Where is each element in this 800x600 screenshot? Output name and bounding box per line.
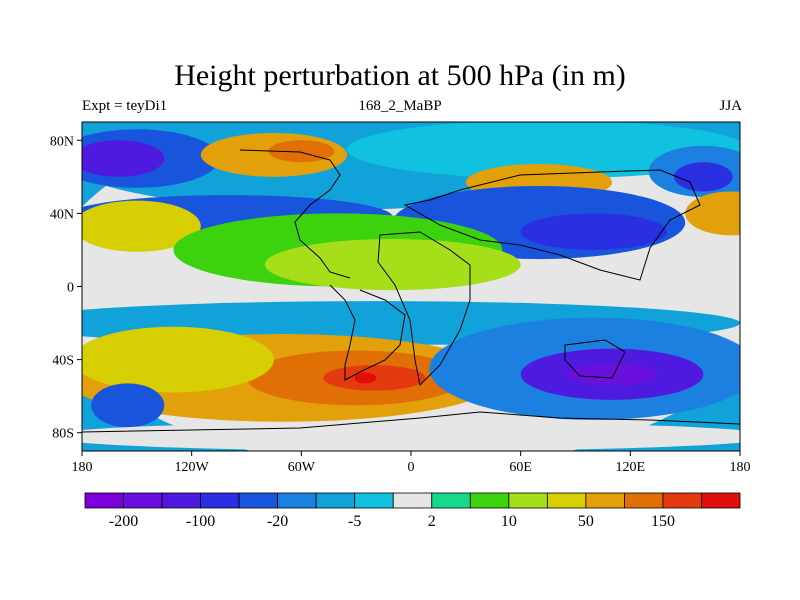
colorbar-box xyxy=(392,492,433,509)
coastline-eurasia xyxy=(403,169,701,281)
field-region-27 xyxy=(82,421,740,451)
field-region-6 xyxy=(347,122,740,179)
field-region-22 xyxy=(82,326,274,393)
colorbar-box xyxy=(200,492,240,509)
lon-tick-label: 0 xyxy=(408,460,415,475)
colorbar-box xyxy=(662,492,702,509)
colorbar-box xyxy=(277,492,317,509)
coastline-africa xyxy=(377,231,471,387)
lat-tick-label: 80N xyxy=(50,134,74,149)
coastline-antarctica xyxy=(82,411,740,433)
colorbar-label: -5 xyxy=(348,513,361,530)
colorbar-label: -20 xyxy=(267,513,288,530)
colorbar-box xyxy=(315,492,356,509)
axis-ticks: 80N 40N 0 40S 80S 180 120W 60W 0 60E 120E 180 xyxy=(50,134,751,475)
colorbar-label: 10 xyxy=(501,513,517,530)
colorbar-box xyxy=(546,492,587,509)
map-title: Height perturbation at 500 hPa (in m) xyxy=(174,59,626,92)
lon-tick-label: 60E xyxy=(509,460,532,475)
coastlines xyxy=(82,149,740,433)
experiment-label: Expt = teyDi1 xyxy=(82,98,168,114)
colorbar-box xyxy=(431,492,471,509)
lon-tick-label: 60W xyxy=(288,460,316,475)
colorbar-label: -100 xyxy=(186,513,215,530)
field-region-3 xyxy=(82,140,165,177)
colorbar-box xyxy=(123,492,163,509)
lat-tick-label: 0 xyxy=(67,281,74,296)
lon-tick-label: 180 xyxy=(730,460,751,475)
colorbar-box xyxy=(701,492,741,509)
lat-tick-label: 40N xyxy=(50,207,74,222)
colorbar-box xyxy=(161,492,201,509)
field-region-14 xyxy=(520,213,667,250)
colorbar-box xyxy=(585,492,625,509)
field-region-11 xyxy=(82,200,201,252)
lon-tick-label: 120E xyxy=(616,460,646,475)
colorbar-box xyxy=(238,492,279,509)
colorbar-box xyxy=(624,492,664,509)
coastline-australia xyxy=(564,339,626,379)
colorbar-box xyxy=(469,492,510,509)
colorbar-box xyxy=(84,492,124,509)
lat-tick-label: 80S xyxy=(52,427,74,442)
case-label: 168_2_MaBP xyxy=(358,98,442,114)
height-field xyxy=(82,122,740,451)
field-region-9 xyxy=(674,162,733,192)
field-region-21 xyxy=(354,372,377,384)
colorbar-label: 2 xyxy=(428,513,436,530)
lon-tick-label: 180 xyxy=(72,460,93,475)
season-label: JJA xyxy=(719,98,742,114)
colorbar-label: -200 xyxy=(109,513,138,530)
colorbar-box xyxy=(354,492,394,509)
coastline-north-america xyxy=(239,149,351,279)
lat-tick-label: 40S xyxy=(52,354,74,369)
field-region-12 xyxy=(685,191,740,236)
coastline-south-america xyxy=(329,284,406,381)
colorbar: -200 -100 -20 -5 2 10 50 150 xyxy=(84,492,741,530)
field-region-16 xyxy=(264,238,521,291)
lon-tick-label: 120W xyxy=(175,460,210,475)
colorbar-label: 150 xyxy=(651,513,675,530)
colorbar-label: 50 xyxy=(578,513,594,530)
field-region-25 xyxy=(566,363,658,386)
colorbar-box xyxy=(508,492,548,509)
field-region-26 xyxy=(91,383,165,428)
